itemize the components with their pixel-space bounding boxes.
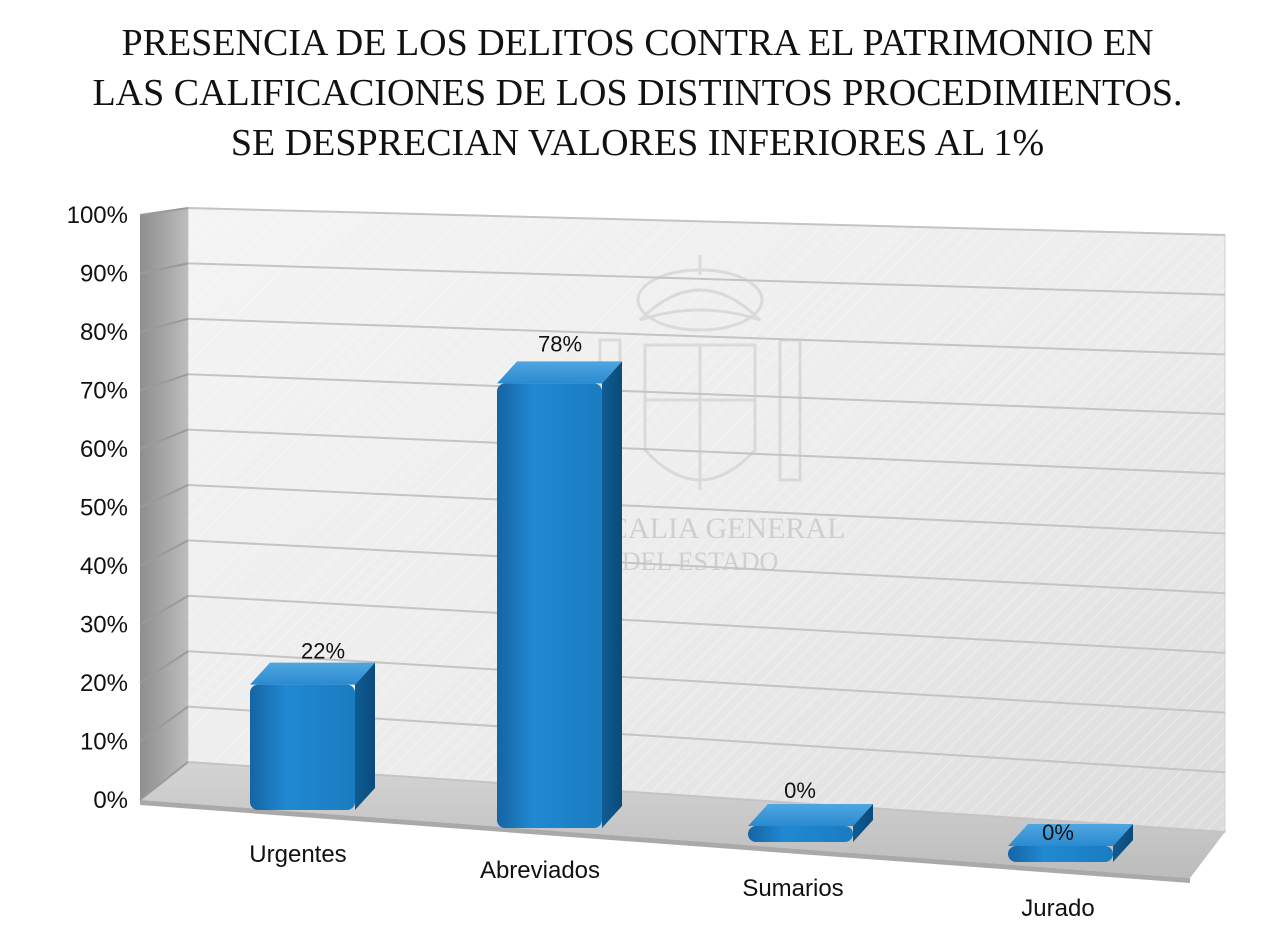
x-category-label: Abreviados [480, 857, 600, 884]
gridline [187, 373, 1226, 416]
gridline-side [139, 428, 189, 450]
bar-front-face [1008, 846, 1113, 862]
gridline-side [139, 317, 189, 333]
chart-title-line-3: SE DESPRECIAN VALORES INFERIORES AL 1% [230, 122, 1045, 164]
gridline-side [139, 484, 189, 509]
data-label: 22% [301, 639, 345, 664]
bar-side-face [853, 804, 873, 842]
bar-jurado [1008, 824, 1133, 862]
gridline [187, 317, 1226, 356]
gridline-side [139, 207, 189, 216]
bar-side-face [602, 361, 622, 828]
bars [250, 361, 1133, 862]
gridline [187, 207, 1226, 236]
y-tick-label: 100% [67, 202, 128, 229]
bar-sumarios [748, 804, 873, 842]
gridline-side [139, 650, 189, 684]
grid-lines [139, 207, 1226, 833]
watermark-text-line-2: DEL ESTADO [622, 547, 779, 576]
y-tick-label: 30% [80, 612, 128, 639]
gridline [187, 650, 1226, 714]
bar-front-face [497, 383, 602, 828]
chart-title: PRESENCIA DE LOS DELITOS CONTRA EL PATRI… [0, 18, 1275, 168]
y-tick-label: 70% [80, 378, 128, 405]
y-tick-label: 0% [93, 787, 128, 814]
bar-top-face [1008, 824, 1133, 846]
x-category-label: Sumarios [742, 875, 843, 902]
bar-top-face [250, 662, 375, 685]
data-label: 78% [538, 331, 582, 356]
gridline-side [139, 705, 189, 743]
labels: 22% Urgentes 78% Abreviados 0% Sumarios 0% Jura… [249, 331, 1094, 922]
floor [140, 762, 1225, 878]
y-tick-label: 80% [80, 319, 128, 346]
bar-side-face [355, 662, 375, 810]
y-tick-label: 90% [80, 261, 128, 288]
bar-front-face [748, 826, 853, 842]
y-axis-ticks: 0% 10% 20% 30% 40% 50% 60% 70% 80% 90% 100% [67, 202, 128, 814]
gridline [187, 539, 1226, 595]
floor-front-edge [140, 800, 1190, 883]
gridline [187, 262, 1226, 296]
bar-abreviados [497, 361, 622, 828]
gridline-side [139, 373, 189, 392]
back-wall-hatch [188, 208, 1225, 832]
bar-front-face [250, 684, 355, 810]
gridline-side [139, 262, 189, 275]
gridline [187, 428, 1226, 475]
chart-title-line-2: LAS CALIFICACIONES DE LOS DISTINTOS PROC… [92, 72, 1183, 114]
y-tick-label: 50% [80, 495, 128, 522]
gridline [187, 484, 1226, 535]
y-tick-label: 20% [80, 670, 128, 697]
data-label: 0% [1042, 820, 1074, 845]
gridline-side [139, 761, 189, 801]
y-tick-label: 40% [80, 553, 128, 580]
bar-top-face [748, 804, 873, 826]
gridline-side [139, 539, 189, 567]
data-label: 0% [784, 778, 816, 803]
bar-urgentes [250, 662, 375, 810]
chart-title-line-1: PRESENCIA DE LOS DELITOS CONTRA EL PATRI… [121, 22, 1154, 64]
gridline-side [139, 594, 189, 626]
side-wall [140, 208, 188, 800]
bar-side-face [1113, 824, 1133, 862]
gridline [187, 594, 1226, 654]
x-category-label: Urgentes [249, 841, 346, 868]
x-category-label: Jurado [1021, 895, 1094, 922]
bar-top-face [497, 361, 622, 384]
y-tick-label: 60% [80, 436, 128, 463]
y-tick-label: 10% [80, 729, 128, 756]
